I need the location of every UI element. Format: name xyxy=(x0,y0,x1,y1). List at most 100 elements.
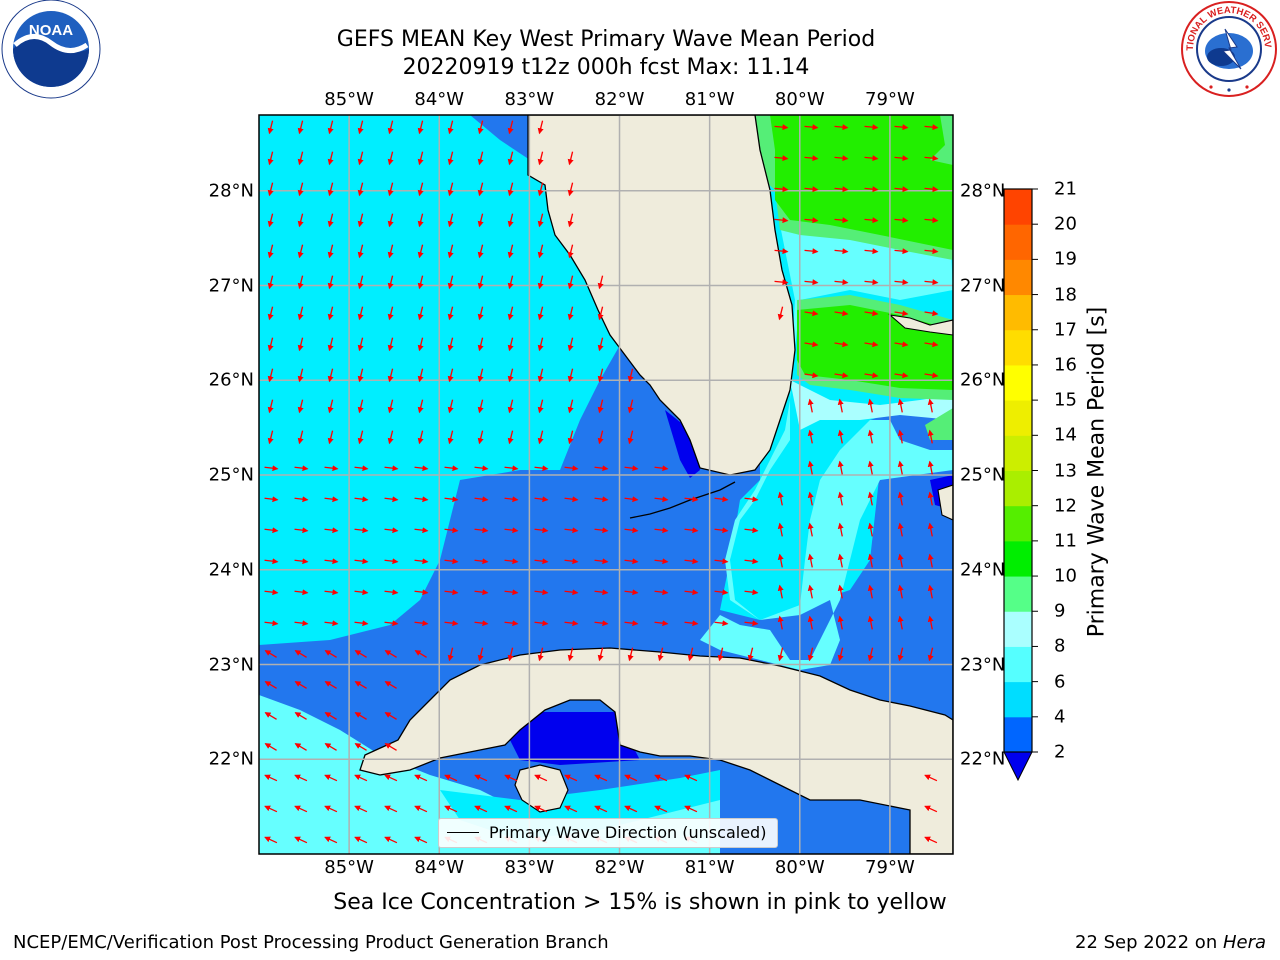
wave-direction-arrow xyxy=(777,615,784,630)
wave-direction-arrow xyxy=(417,430,424,445)
wave-direction-arrow xyxy=(837,615,844,630)
wave-direction-arrow xyxy=(387,337,394,352)
wave-direction-arrow xyxy=(354,558,369,565)
map-title-line1: GEFS MEAN Key West Primary Wave Mean Per… xyxy=(336,27,876,52)
wave-direction-arrow xyxy=(447,399,454,414)
wave-direction-arrow xyxy=(774,248,789,255)
wave-direction-arrow xyxy=(807,615,814,630)
wave-direction-arrow xyxy=(927,615,934,630)
wave-direction-arrow xyxy=(837,398,844,413)
wave-direction-arrow xyxy=(567,337,574,352)
wave-direction-arrow xyxy=(684,620,699,627)
wave-direction-arrow xyxy=(444,465,459,472)
wave-direction-arrow xyxy=(504,465,519,472)
wave-direction-arrow xyxy=(324,650,337,658)
wave-direction-arrow xyxy=(474,805,488,813)
wave-direction-arrow xyxy=(534,465,549,472)
colorbar-segment xyxy=(1004,400,1032,436)
wave-direction-arrow xyxy=(384,527,399,534)
colorbar-segment xyxy=(1004,646,1032,683)
wave-direction-arrow xyxy=(894,279,909,286)
wave-direction-arrow xyxy=(444,589,459,596)
wave-direction-arrow xyxy=(297,368,304,383)
wave-direction-arrow xyxy=(294,743,307,751)
wave-direction-arrow xyxy=(537,399,544,414)
wave-direction-arrow xyxy=(357,368,364,383)
map-title-line2: 20220919 t12z 000h fcst Max: 11.14 xyxy=(402,55,810,80)
wave-direction-arrow xyxy=(624,589,639,596)
wave-direction-arrow xyxy=(264,774,278,782)
wave-direction-arrow xyxy=(294,712,307,720)
wave-direction-arrow xyxy=(867,429,874,444)
colorbar-segment xyxy=(1004,681,1032,718)
wave-direction-arrow xyxy=(837,522,844,537)
wave-direction-arrow xyxy=(774,279,789,286)
wave-direction-arrow xyxy=(894,155,909,162)
wave-direction-arrow xyxy=(267,275,274,290)
lon-label-bottom: 81°W xyxy=(684,857,735,878)
wave-direction-arrow xyxy=(624,774,638,782)
wave-direction-arrow xyxy=(777,584,784,599)
wave-direction-arrow xyxy=(894,186,909,193)
wave-direction-arrow xyxy=(414,650,427,658)
lat-label-left: 25°N xyxy=(208,464,254,486)
wave-direction-arrow xyxy=(594,496,609,503)
lon-label-top: 83°W xyxy=(504,89,555,110)
lon-label-bottom: 83°W xyxy=(504,857,555,878)
wave-direction-arrow xyxy=(594,465,609,472)
wave-direction-arrow xyxy=(357,244,364,259)
wave-direction-arrow xyxy=(354,589,369,596)
wave-direction-arrow xyxy=(864,217,879,224)
wave-direction-arrow xyxy=(534,589,549,596)
wave-direction-arrow xyxy=(387,244,394,259)
wave-direction-arrow xyxy=(897,491,904,506)
wave-direction-arrow xyxy=(447,368,454,383)
wave-direction-arrow xyxy=(294,589,309,596)
lat-label-right: 26°N xyxy=(960,369,1006,391)
wave-direction-arrow xyxy=(807,460,814,475)
wave-direction-arrow xyxy=(447,430,454,445)
wave-direction-arrow xyxy=(267,430,274,445)
wave-direction-arrow xyxy=(777,522,784,537)
national-weather-service-logo: NATIONAL WEATHER SERVICE xyxy=(1181,1,1277,97)
wave-direction-arrow xyxy=(354,743,367,751)
wave-direction-arrow xyxy=(864,310,879,317)
wave-direction-arrow xyxy=(267,151,274,166)
wave-direction-arrow xyxy=(744,496,759,503)
wave-direction-arrow xyxy=(867,647,874,662)
wave-direction-arrow xyxy=(384,712,397,720)
wave-direction-arrow xyxy=(564,558,579,565)
wave-direction-arrow xyxy=(504,589,519,596)
wave-direction-arrow xyxy=(594,805,608,813)
map-frame xyxy=(258,114,954,855)
wave-direction-arrow xyxy=(294,681,307,689)
wave-direction-arrow xyxy=(474,774,488,782)
wave-direction-arrow xyxy=(264,681,277,689)
wave-direction-arrow xyxy=(864,248,879,255)
wave-direction-arrow xyxy=(447,275,454,290)
wave-direction-arrow xyxy=(447,182,454,197)
wave-direction-arrow xyxy=(324,558,339,565)
lon-label-top: 82°W xyxy=(594,89,645,110)
run-host: Hera xyxy=(1222,932,1266,953)
wave-direction-arrow xyxy=(804,372,819,379)
lat-label-left: 27°N xyxy=(208,275,254,297)
wave-direction-arrow xyxy=(264,743,277,751)
wave-direction-arrow xyxy=(387,151,394,166)
wave-direction-arrow xyxy=(417,337,424,352)
colorbar-tick-label: 18 xyxy=(1054,284,1077,306)
wave-direction-arrow xyxy=(507,151,514,166)
wave-direction-arrow xyxy=(594,558,609,565)
wave-direction-arrow xyxy=(264,836,278,844)
colorbar-tick-label: 12 xyxy=(1054,495,1077,517)
wave-direction-arrow xyxy=(567,275,574,290)
wave-direction-arrow xyxy=(387,182,394,197)
wave-direction-arrow xyxy=(897,553,904,568)
wave-direction-arrow xyxy=(354,836,368,844)
wave-direction-arrow xyxy=(444,496,459,503)
wave-direction-arrow xyxy=(564,496,579,503)
wave-direction-arrow xyxy=(687,647,694,662)
wave-direction-arrow xyxy=(537,337,544,352)
colorbar-segment xyxy=(1004,189,1032,225)
wave-direction-arrow xyxy=(804,279,819,286)
